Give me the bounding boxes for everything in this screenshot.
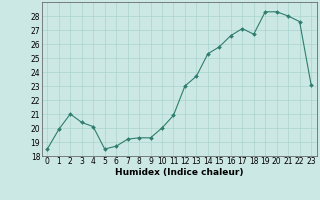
X-axis label: Humidex (Indice chaleur): Humidex (Indice chaleur) <box>115 168 244 177</box>
